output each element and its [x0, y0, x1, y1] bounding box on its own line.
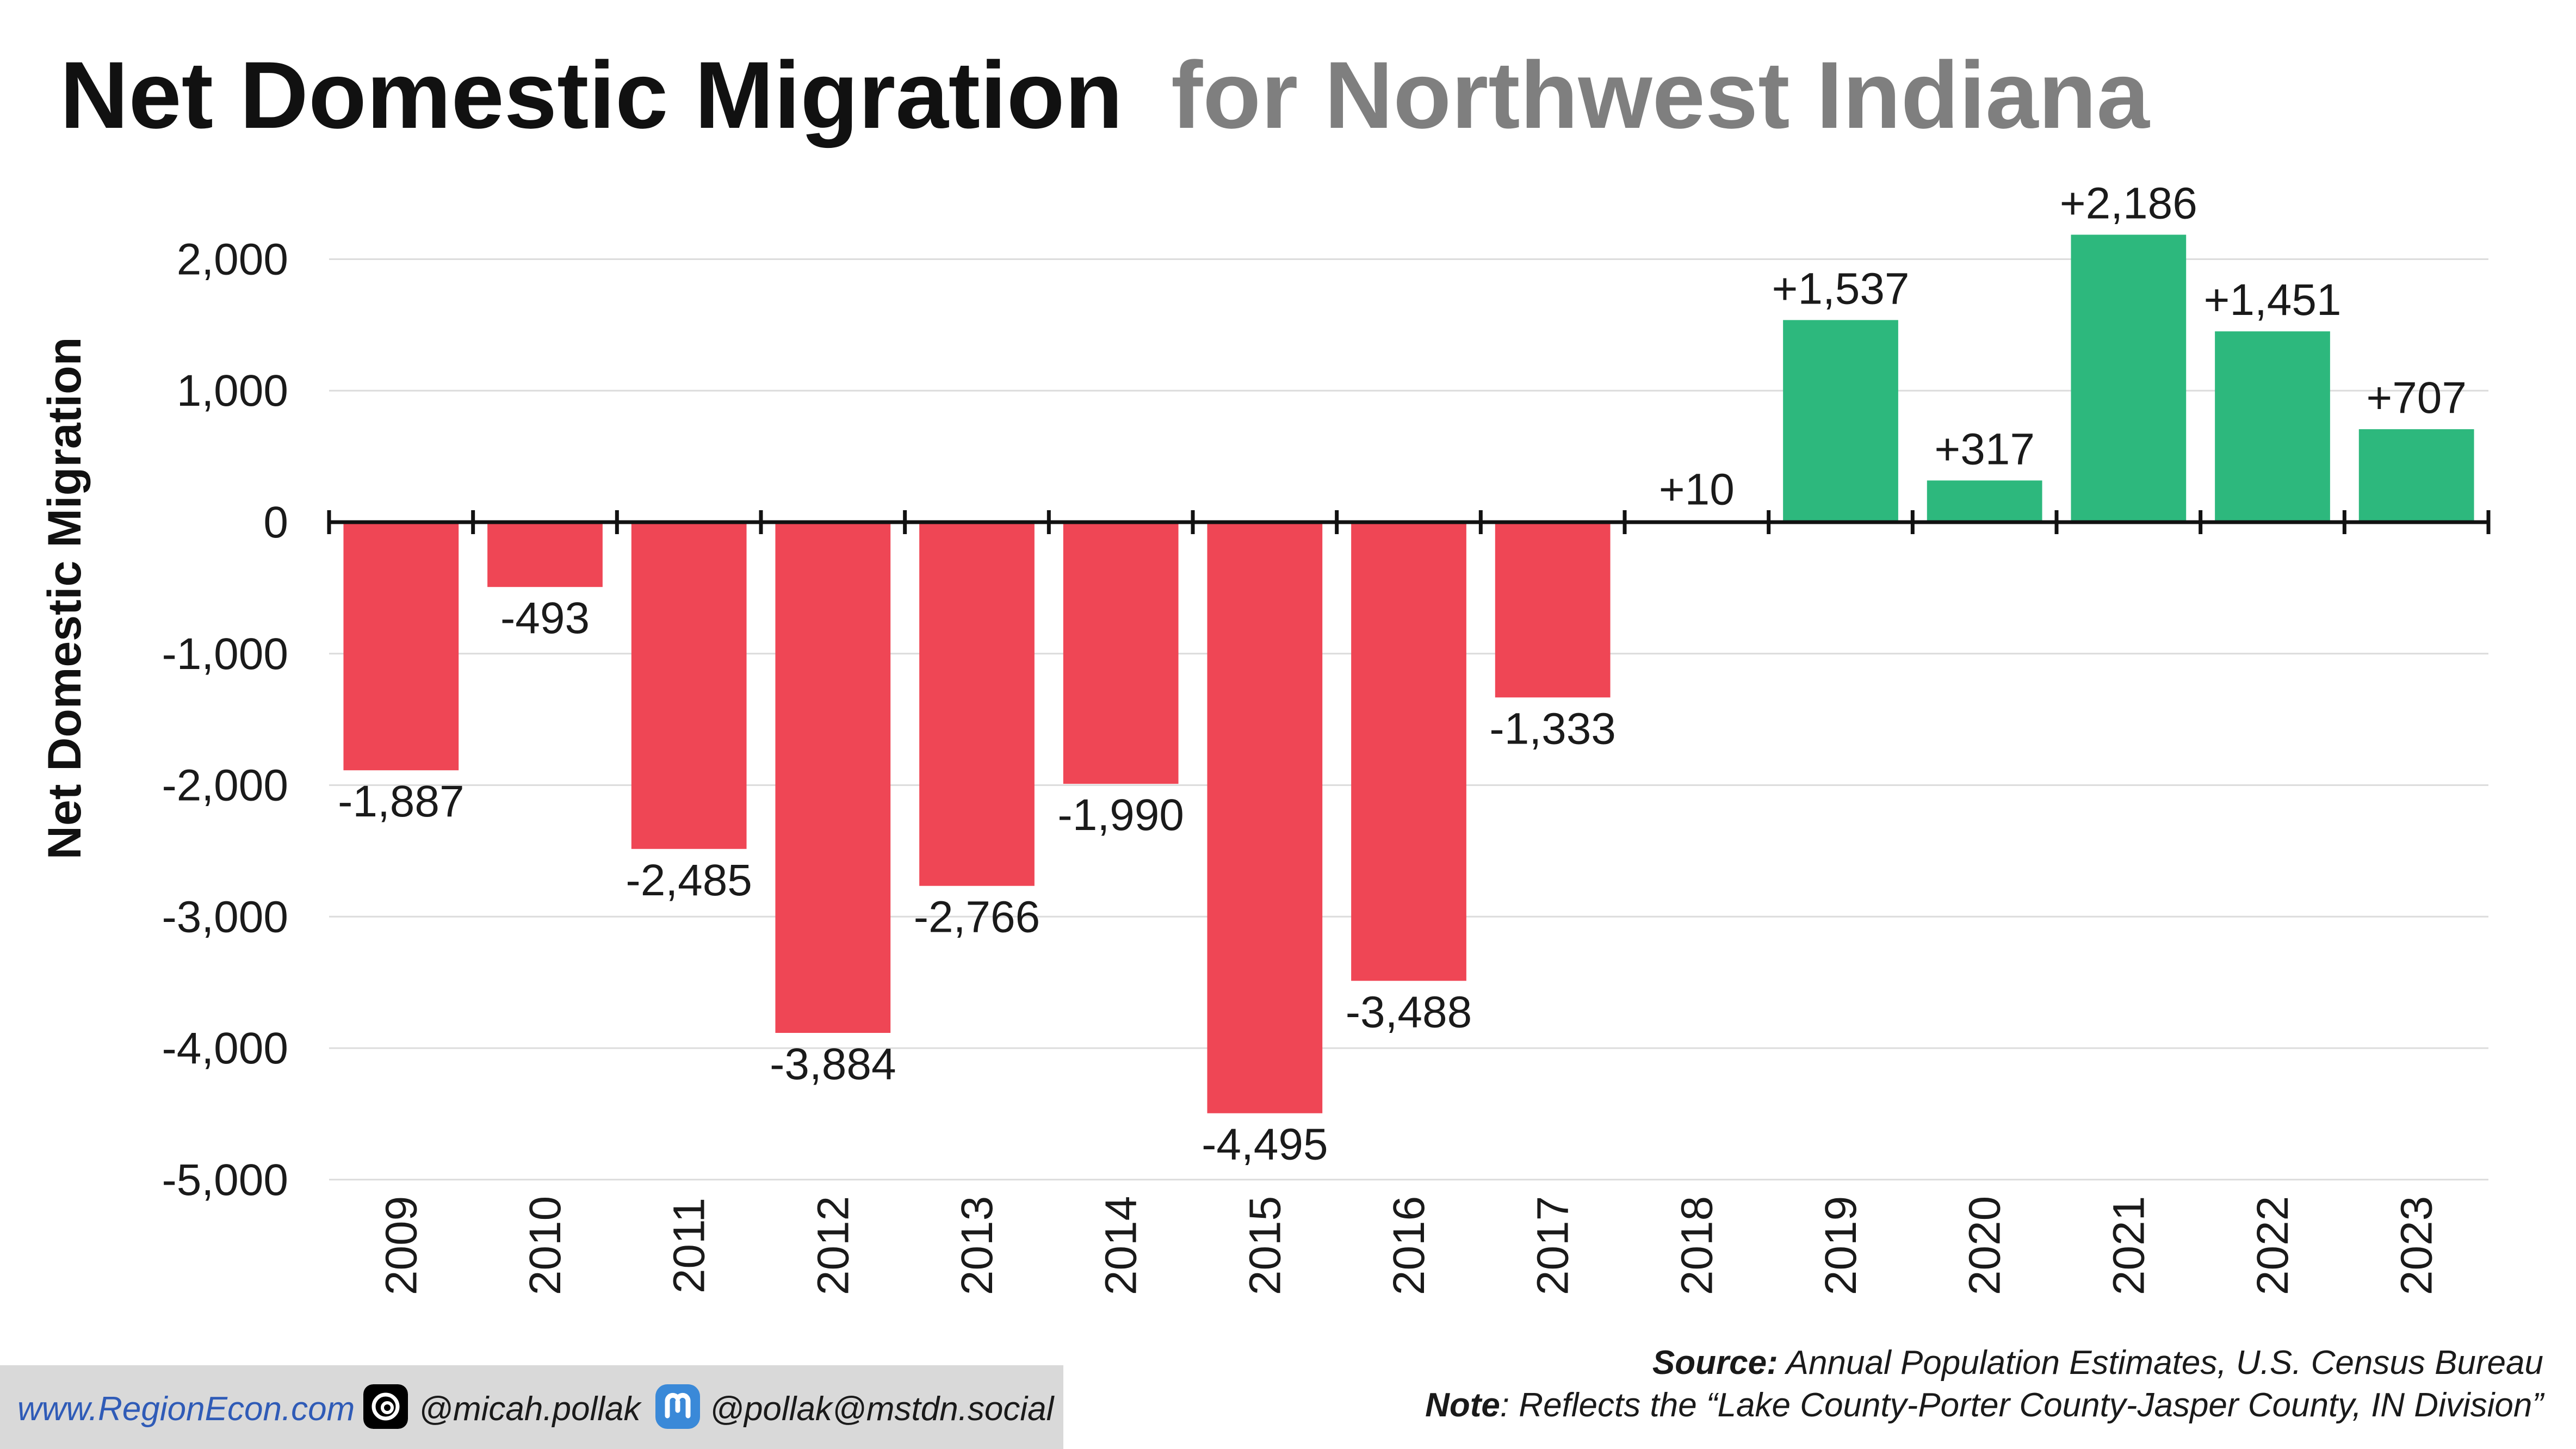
bar [1351, 522, 1466, 981]
y-axis-ticks: 2,000 1,000 0 -1,000 -2,000 -3,000 -4,000 -5,00… [162, 234, 288, 1204]
bar [487, 522, 603, 587]
y-tick-label: 0 [263, 498, 288, 547]
zero-axis [327, 510, 2491, 534]
data-label: +10 [1659, 465, 1735, 515]
x-tick-label: 2009 [376, 1196, 426, 1295]
x-tick-label: 2021 [2104, 1196, 2153, 1295]
x-tick-label: 2012 [808, 1196, 858, 1295]
x-tick-label: 2015 [1240, 1196, 1290, 1295]
x-tick-label: 2022 [2248, 1196, 2298, 1295]
website-link[interactable]: www.RegionEcon.com [17, 1390, 355, 1428]
bar [1927, 480, 2042, 522]
bar [2358, 429, 2474, 522]
note-label: Note [1425, 1386, 1500, 1424]
y-tick-label: -4,000 [162, 1024, 288, 1073]
source-text: Annual Population Estimates, U.S. Census… [1778, 1344, 2543, 1382]
x-axis-labels: 2009 2010 2011 2012 2013 2014 2015 2016 2017 2018… [376, 1196, 2441, 1295]
bar [2215, 331, 2330, 522]
bars [343, 234, 2474, 1113]
x-tick-label: 2018 [1672, 1196, 1722, 1295]
y-tick-label: -3,000 [162, 892, 288, 942]
data-label: +317 [1934, 424, 2035, 474]
y-axis-label: Net Domestic Migration [39, 337, 91, 859]
title-main: Net Domestic Migration [60, 42, 1123, 148]
data-labels: -1,887 -493 -2,485 -3,884 -2,766 -1,990 -4,495… [338, 179, 2467, 1169]
x-tick-label: 2013 [952, 1196, 1002, 1295]
data-label: -3,488 [1346, 987, 1472, 1037]
data-label: +1,537 [1772, 264, 1909, 313]
x-tick-label: 2023 [2392, 1196, 2442, 1295]
data-label: -1,333 [1489, 704, 1616, 753]
note-text: : Reflects the “Lake County-Porter Count… [1500, 1386, 2543, 1424]
x-tick-label: 2019 [1816, 1196, 1866, 1295]
data-label: -1,990 [1057, 790, 1184, 840]
threads-handle[interactable]: @micah.pollak [419, 1390, 641, 1428]
y-tick-label: -5,000 [162, 1155, 288, 1205]
source-label: Source: [1652, 1344, 1778, 1382]
note-line: Note: Reflects the “Lake County-Porter C… [1425, 1386, 2543, 1425]
x-tick-label: 2010 [521, 1196, 570, 1295]
bar [1495, 522, 1611, 698]
y-tick-label: -2,000 [162, 761, 288, 810]
y-tick-label: 1,000 [177, 366, 288, 416]
data-label: -4,495 [1202, 1120, 1328, 1169]
y-tick-label: -1,000 [162, 629, 288, 679]
mastodon-handle[interactable]: @pollak@mstdn.social [710, 1390, 1054, 1428]
data-label: -1,887 [338, 777, 465, 826]
bar [1207, 522, 1323, 1113]
data-label: -3,884 [770, 1039, 896, 1089]
bar [919, 522, 1035, 886]
threads-icon [363, 1384, 408, 1429]
bar [1063, 522, 1179, 784]
y-tick-label: 2,000 [177, 234, 288, 284]
x-tick-label: 2017 [1528, 1196, 1578, 1295]
bar [343, 522, 459, 771]
title-sub: for Northwest Indiana [1171, 42, 2150, 148]
bar [775, 522, 891, 1033]
data-label: +707 [2366, 373, 2467, 423]
chart-title: Net Domestic Migration for Northwest Ind… [60, 42, 2150, 148]
data-label: +2,186 [2060, 179, 2197, 228]
footer-bar [0, 1365, 1063, 1449]
mastodon-icon [655, 1384, 700, 1429]
x-tick-label: 2016 [1384, 1196, 1434, 1295]
bar [631, 522, 747, 849]
bar [1783, 320, 1898, 522]
data-label: -2,485 [626, 856, 752, 905]
data-label: -493 [500, 593, 590, 643]
x-tick-label: 2011 [665, 1198, 714, 1293]
source-line: Source: Annual Population Estimates, U.S… [1652, 1343, 2543, 1382]
x-tick-label: 2014 [1097, 1196, 1146, 1295]
data-label: +1,451 [2203, 275, 2341, 325]
x-tick-label: 2020 [1960, 1196, 2010, 1295]
data-label: -2,766 [914, 893, 1041, 942]
bar [2071, 234, 2187, 522]
